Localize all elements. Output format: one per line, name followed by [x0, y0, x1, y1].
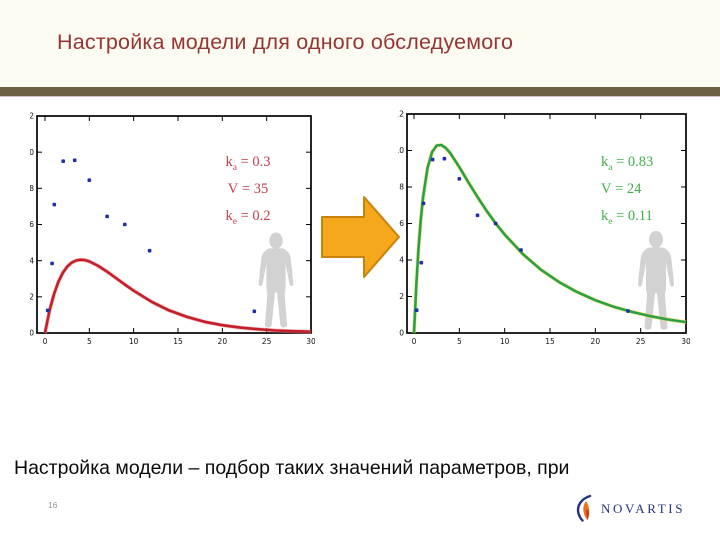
svg-text:25: 25	[262, 337, 272, 346]
svg-text:6: 6	[30, 220, 34, 229]
page-title: Настройка модели для одного обследуемого	[57, 30, 514, 54]
svg-text:30: 30	[681, 337, 690, 346]
svg-text:5: 5	[87, 337, 92, 346]
svg-text:15: 15	[545, 337, 555, 346]
parameter-line: ke = 0.2	[225, 207, 271, 227]
svg-text:2: 2	[399, 292, 404, 301]
right-arrow-icon	[321, 196, 400, 278]
svg-text:0: 0	[399, 329, 404, 338]
svg-text:0: 0	[43, 337, 48, 346]
parameter-line: V = 35	[227, 180, 269, 197]
left-plot-area: 0 5 10 15 20 25 30 0 2 4 6 8 10 12	[30, 112, 315, 346]
human-silhouette-icon	[258, 232, 294, 328]
novartis-flame-icon	[576, 494, 592, 522]
novartis-logo: NOVARTIS	[574, 492, 694, 524]
parameter-line: ke = 0.11	[601, 207, 653, 227]
title-divider	[0, 87, 720, 97]
parameter-line: ka = 0.83	[601, 154, 654, 173]
novartis-logo-text: NOVARTIS	[601, 501, 686, 516]
svg-text:20: 20	[591, 337, 601, 346]
svg-text:8: 8	[30, 184, 34, 193]
svg-text:2: 2	[30, 292, 34, 301]
svg-text:10: 10	[30, 148, 34, 157]
svg-text:6: 6	[399, 219, 404, 228]
right-plot-area: 0 5 10 15 20 25 30 0 2 4 6 8 10 12	[398, 110, 690, 346]
svg-text:4: 4	[399, 256, 404, 265]
right-chart-parameters: ka = 0.83 V = 24 ke = 0.11	[601, 152, 711, 233]
svg-text:25: 25	[636, 337, 646, 346]
parameter-line: V = 24	[601, 180, 642, 197]
left-chart-parameters: ka = 0.3 V = 35 ke = 0.2	[198, 152, 298, 233]
svg-text:0: 0	[30, 329, 34, 338]
svg-text:0: 0	[412, 337, 417, 346]
svg-text:10: 10	[129, 337, 139, 346]
header-band	[0, 0, 720, 87]
svg-text:10: 10	[500, 337, 510, 346]
svg-text:5: 5	[457, 337, 462, 346]
transition-arrow	[321, 195, 401, 279]
svg-text:20: 20	[218, 337, 228, 346]
page-number: 16	[48, 500, 58, 510]
svg-text:10: 10	[398, 146, 404, 155]
svg-text:15: 15	[173, 337, 183, 346]
body-text: Настройка модели – подбор таких значений…	[14, 391, 716, 540]
body-text-line: Настройка модели – подбор таких значений…	[14, 457, 570, 479]
left-chart: 0 5 10 15 20 25 30 0 2 4 6 8 10 12 ka = 0.3 V = 35 ke…	[30, 108, 315, 353]
svg-text:12: 12	[398, 110, 404, 119]
svg-text:30: 30	[306, 337, 315, 346]
svg-text:4: 4	[30, 256, 34, 265]
svg-text:8: 8	[399, 183, 404, 192]
svg-text:12: 12	[30, 112, 34, 121]
human-silhouette-icon	[637, 231, 675, 330]
right-chart: 0 5 10 15 20 25 30 0 2 4 6 8 10 12 ka = 0.83 V = 24 k…	[398, 106, 690, 354]
parameter-line: ka = 0.3	[225, 154, 271, 173]
